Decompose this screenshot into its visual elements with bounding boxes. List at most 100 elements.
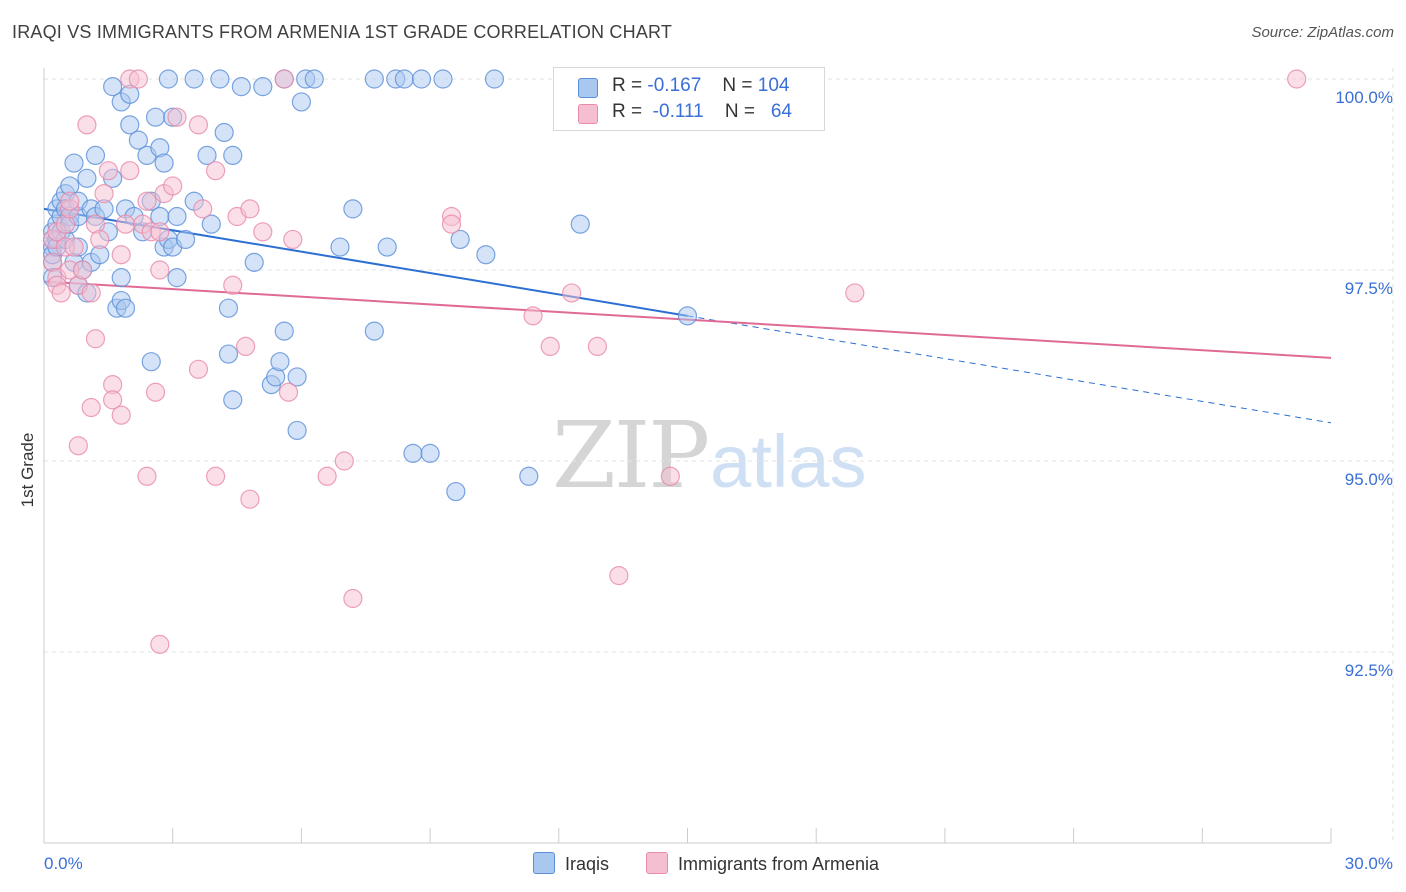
armenia-point xyxy=(73,260,93,280)
armenia-point xyxy=(60,191,80,211)
armenia-point xyxy=(240,489,260,509)
iraqi-point xyxy=(446,481,466,502)
armenia-point xyxy=(660,466,680,486)
armenia-point xyxy=(163,176,183,196)
armenia-point xyxy=(103,390,123,410)
armenia-point xyxy=(94,184,114,204)
iraqi-point xyxy=(519,466,539,486)
armenia-point xyxy=(150,222,170,242)
armenia-point xyxy=(167,107,187,127)
legend-stats-iraqis: R = -0.167 N = 104 xyxy=(612,75,789,97)
armenia-point xyxy=(283,229,303,250)
iraqi-trend-extension xyxy=(687,315,1332,424)
iraqi-point xyxy=(167,268,187,288)
iraqi-point xyxy=(287,420,307,441)
iraqi-point xyxy=(484,69,505,89)
bottom-legend-swatch-armenia xyxy=(646,852,668,874)
armenia-point xyxy=(236,336,256,356)
bottom-legend-label-armenia: Immigrants from Armenia xyxy=(678,854,880,874)
bottom-legend-swatch-iraqis xyxy=(533,852,555,874)
iraqi-point xyxy=(128,130,148,150)
data-points xyxy=(42,69,1307,654)
armenia-point xyxy=(587,336,608,356)
iraqi-point xyxy=(64,153,84,173)
armenia-point xyxy=(51,283,71,303)
iraqi-point xyxy=(231,77,251,97)
armenia-point xyxy=(81,397,101,418)
armenia-point xyxy=(120,161,140,181)
chart-source: Source: ZipAtlas.com xyxy=(1251,24,1394,41)
iraqi-point xyxy=(167,206,187,227)
legend-stats-armenia: R = -0.111 N = 64 xyxy=(612,101,792,123)
armenia-point xyxy=(85,329,106,349)
armenia-point xyxy=(317,466,337,486)
iraqi-point xyxy=(403,443,423,463)
iraqi-point xyxy=(111,268,131,288)
iraqi-point xyxy=(343,199,363,219)
armenia-point xyxy=(240,199,260,219)
armenia-point xyxy=(64,237,84,257)
iraqi-point xyxy=(570,214,590,234)
armenia-point xyxy=(145,382,166,402)
armenia-point xyxy=(334,451,354,471)
correlation-legend: R = -0.167 N = 104 R = -0.111 N = 64 xyxy=(553,67,825,131)
n-value: 64 xyxy=(770,101,792,122)
bottom-legend-iraqis: Iraqis xyxy=(533,852,609,875)
armenia-point xyxy=(81,283,101,303)
legend-swatch-armenia xyxy=(578,104,598,124)
r-label: R = xyxy=(612,75,643,96)
y-tick-label: 97.5% xyxy=(1345,279,1393,298)
armenia-point xyxy=(188,359,209,379)
iraqi-point xyxy=(184,69,204,89)
iraqi-point xyxy=(223,145,243,165)
iraqi-point xyxy=(394,69,414,89)
iraqi-point xyxy=(120,115,140,135)
iraqi-point xyxy=(287,367,307,387)
x-tick-label-min: 0.0% xyxy=(44,854,83,873)
iraqi-point xyxy=(77,168,97,188)
iraqi-point xyxy=(145,107,166,127)
chart-title: IRAQI VS IMMIGRANTS FROM ARMENIA 1ST GRA… xyxy=(12,22,673,42)
y-tick-label: 100.0% xyxy=(1335,88,1393,107)
iraqi-point xyxy=(377,237,397,257)
axes xyxy=(43,68,1332,844)
armenia-point xyxy=(274,69,294,89)
watermark: ZIPatlas xyxy=(552,402,866,509)
legend-swatch-iraqis xyxy=(578,78,598,98)
iraqi-point xyxy=(253,77,273,97)
n-label: N = xyxy=(724,101,755,122)
iraqi-point xyxy=(214,122,234,143)
y-tick-label: 95.0% xyxy=(1345,470,1393,489)
iraqi-point xyxy=(450,229,470,250)
armenia-point xyxy=(77,115,97,135)
iraqi-point xyxy=(677,306,698,326)
armenia-point xyxy=(278,382,299,402)
armenia-point xyxy=(523,306,543,326)
armenia-point xyxy=(137,191,157,211)
armenia-point xyxy=(223,275,243,295)
armenia-point xyxy=(609,565,629,586)
armenia-point xyxy=(111,245,131,265)
iraqi-point xyxy=(218,344,239,364)
armenia-point xyxy=(188,115,209,135)
armenia-point xyxy=(253,222,273,242)
r-label: R = xyxy=(612,101,643,122)
armenia-point xyxy=(1287,69,1307,89)
armenia-point xyxy=(562,283,582,303)
armenia-point xyxy=(98,161,118,181)
iraqi-point xyxy=(154,153,174,173)
iraqi-point xyxy=(85,145,106,165)
watermark-zip: ZIP xyxy=(552,402,710,509)
grid-lines xyxy=(44,68,1394,843)
iraqi-point xyxy=(291,92,311,112)
iraqi-point xyxy=(476,245,496,265)
armenia-point xyxy=(137,466,157,486)
iraqi-point xyxy=(115,298,136,318)
iraqi-point xyxy=(433,69,453,89)
y-tick-label: 92.5% xyxy=(1345,661,1393,680)
armenia-point xyxy=(206,466,226,486)
iraqi-point xyxy=(420,443,440,463)
armenia-point xyxy=(128,69,148,89)
armenia-point xyxy=(441,214,462,234)
n-value: 104 xyxy=(757,75,790,96)
